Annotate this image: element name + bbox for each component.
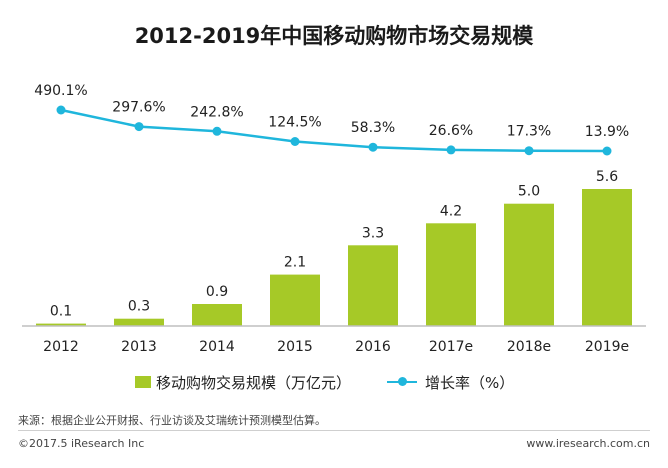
bar-value-label: 5.6 — [596, 169, 618, 185]
bar-series — [36, 189, 632, 327]
x-tick-label: 2017e — [429, 339, 473, 355]
footer-divider — [18, 430, 650, 431]
x-tick-label: 2012 — [43, 339, 79, 355]
source-note: 来源：根据企业公开财报、行业访谈及艾瑞统计预测模型估算。 — [18, 414, 326, 427]
bar-2014 — [192, 304, 242, 326]
line-value-label: 124.5% — [268, 115, 321, 131]
x-tick-label: 2014 — [199, 339, 235, 355]
x-tick-label: 2018e — [507, 339, 551, 355]
line-point-2013 — [134, 122, 144, 132]
bar-value-label: 4.2 — [440, 203, 462, 219]
website-text: www.iresearch.com.cn — [526, 437, 650, 450]
bar-2018e — [504, 203, 554, 326]
x-tick-label: 2016 — [355, 339, 391, 355]
legend-bar-swatch — [135, 376, 151, 388]
line-point-2016 — [368, 142, 378, 152]
bar-value-label: 0.3 — [128, 299, 150, 315]
chart-title: 2012-2019年中国移动购物市场交易规模 — [134, 24, 534, 48]
chart-legend: 移动购物交易规模（万亿元） 增长率（%） — [0, 371, 668, 395]
line-value-label: 17.3% — [507, 124, 551, 140]
x-axis-tick-labels: 2012 2013 2014 2015 2016 2017e 2018e 2019e — [43, 339, 629, 355]
bar-2019e — [582, 189, 632, 326]
bar-2015 — [270, 274, 320, 326]
line-value-labels: 490.1% 297.6% 242.8% 124.5% 58.3% 26.6% 17.3% 1… — [34, 83, 629, 140]
legend-line-marker — [398, 377, 407, 386]
line-value-label: 242.8% — [190, 104, 243, 120]
line-value-label: 58.3% — [351, 120, 395, 136]
bar-value-labels: 0.1 0.3 0.9 2.1 3.3 4.2 5.0 5.6 — [50, 169, 618, 320]
line-point-2015 — [290, 137, 300, 146]
bar-2013 — [114, 318, 164, 326]
bar-value-label: 0.9 — [206, 284, 228, 300]
line-series — [56, 105, 612, 156]
bar-value-label: 3.3 — [362, 225, 384, 241]
line-value-label: 297.6% — [112, 100, 165, 116]
line-value-label: 490.1% — [34, 83, 87, 99]
line-point-2012 — [56, 105, 66, 115]
bar-2012 — [36, 323, 86, 326]
bar-2016 — [348, 245, 398, 326]
bar-value-label: 5.0 — [518, 184, 540, 200]
line-point-2018e — [524, 146, 534, 156]
legend-line-label: 增长率（%） — [425, 374, 515, 392]
x-tick-label: 2019e — [585, 339, 629, 355]
chart-canvas: 0.1 0.30.92.13.34.25.05.6 2012 2013 2014 201… — [22, 83, 646, 355]
bar-value-label: 0.1 — [50, 304, 72, 320]
line-point-2019e — [602, 146, 612, 156]
bar-2017e — [426, 223, 476, 327]
copyright-text: ©2017.5 iResearch Inc — [18, 437, 145, 450]
line-value-label: 13.9% — [585, 124, 629, 140]
legend-bar-label: 移动购物交易规模（万亿元） — [156, 374, 352, 392]
x-tick-label: 2013 — [121, 339, 157, 355]
line-point-2017e — [446, 145, 456, 155]
line-point-2014 — [212, 126, 222, 136]
growth-rate-line — [60, 108, 608, 153]
bar-value-label: 2.1 — [284, 255, 306, 271]
x-tick-label: 2015 — [277, 339, 313, 355]
line-value-label: 26.6% — [429, 123, 473, 139]
